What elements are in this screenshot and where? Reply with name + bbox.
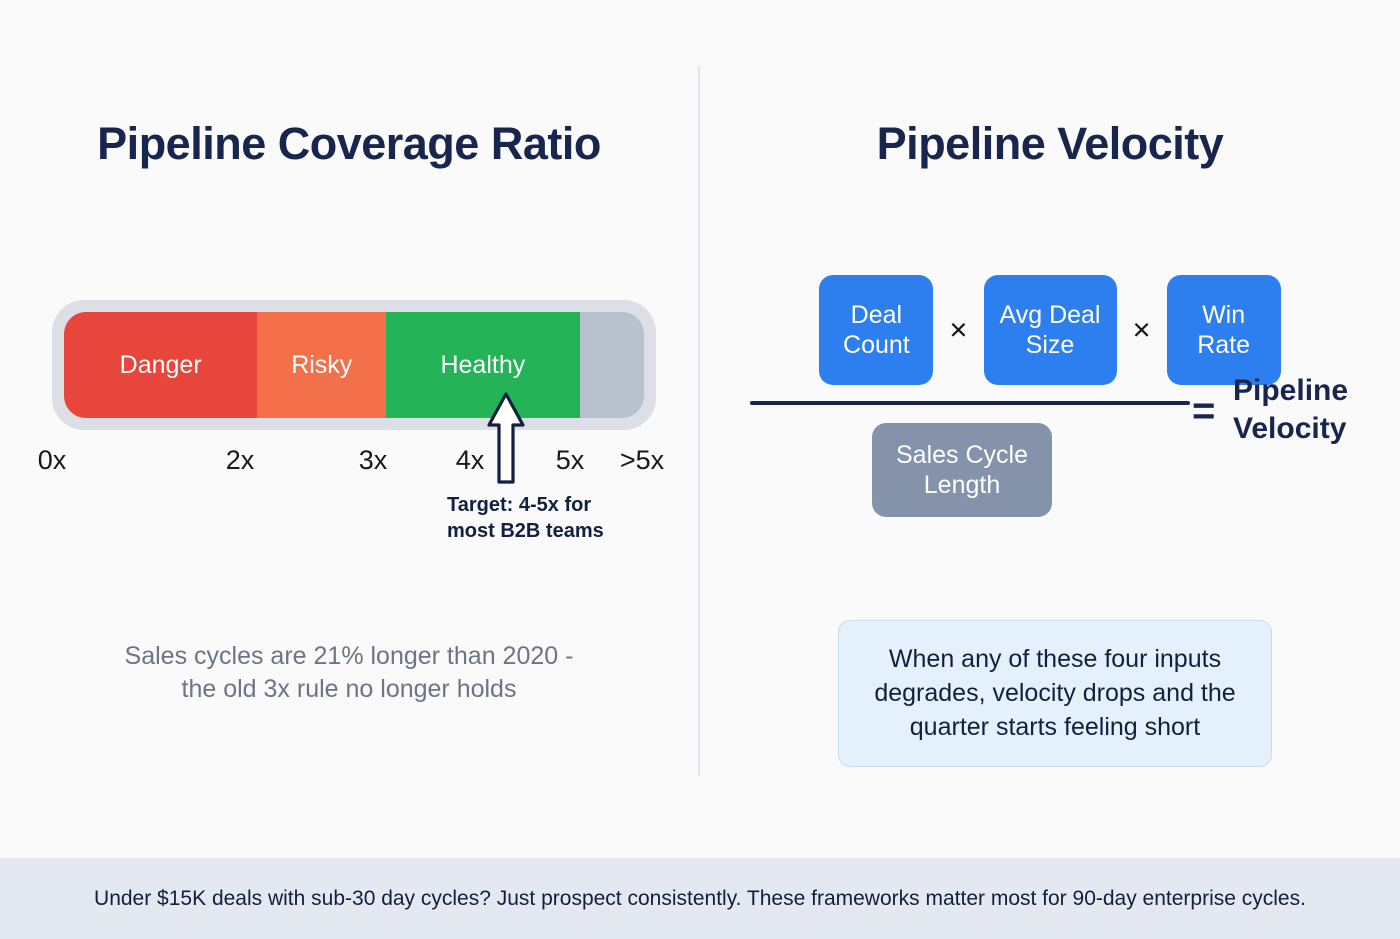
tick-4x: 4x: [455, 445, 485, 475]
factor-sales-cycle-length-line2: Length: [923, 471, 1001, 499]
footer-text: Under $15K deals with sub-30 day cycles?…: [94, 886, 1306, 910]
multiply-operator-2: ×: [1132, 312, 1151, 347]
bar-segment-danger: Danger: [64, 312, 258, 418]
coverage-note-line2: the old 3x rule no longer holds: [181, 674, 517, 703]
tick-2x: 2x: [225, 445, 255, 475]
factor-avg-deal-size: Avg Deal Size: [983, 275, 1117, 385]
bar-segment-healthy-label: Healthy: [440, 350, 526, 379]
bar-segment-danger-label: Danger: [119, 350, 202, 379]
formula-result: Pipeline Velocity: [1233, 372, 1348, 447]
factor-win-rate-line2: Rate: [1197, 331, 1251, 359]
footer-banner: Under $15K deals with sub-30 day cycles?…: [0, 858, 1400, 939]
velocity-formula: Deal Count × Avg Deal Size × Win Rate: [740, 275, 1360, 517]
velocity-callout: When any of these four inputs degrades, …: [838, 620, 1272, 768]
formula-denominator: Sales Cycle Length: [740, 405, 1360, 517]
formula-numerator: Deal Count × Avg Deal Size × Win Rate: [740, 275, 1360, 385]
factor-win-rate-line1: Win: [1202, 301, 1246, 329]
tick-5x: 5x: [555, 445, 585, 475]
coverage-bar-frame: Danger Risky Healthy: [52, 300, 656, 430]
coverage-bar-track: Danger Risky Healthy: [64, 312, 644, 418]
velocity-panel-title: Pipeline Velocity: [876, 118, 1224, 169]
coverage-panel-title: Pipeline Coverage Ratio: [97, 118, 601, 169]
factor-deal-count-line2: Count: [843, 331, 910, 359]
bar-segment-above-five: [579, 312, 644, 418]
formula-result-line2: Velocity: [1233, 411, 1347, 445]
coverage-note-line1: Sales cycles are 21% longer than 2020 -: [124, 642, 574, 670]
factor-avg-deal-size-line1: Avg Deal: [999, 301, 1101, 329]
bar-segment-risky-label: Risky: [291, 350, 353, 379]
target-caption-line1: Target: 4-5x for: [447, 494, 592, 516]
bar-segment-healthy: Healthy: [386, 312, 580, 418]
fraction-bar: [750, 401, 1190, 405]
multiply-operator-1: ×: [949, 312, 968, 347]
factor-avg-deal-size-line2: Size: [1025, 331, 1075, 359]
panel-divider: [698, 66, 700, 776]
coverage-tick-axis: 0x 2x 3x 4x 5x >5x: [0, 445, 698, 485]
tick-3x: 3x: [358, 445, 388, 475]
tick-0x: 0x: [37, 445, 67, 475]
factor-deal-count-line1: Deal: [850, 301, 903, 329]
coverage-note: Sales cycles are 21% longer than 2020 - …: [49, 640, 649, 705]
target-arrow-icon: [487, 392, 525, 484]
formula-result-line1: Pipeline: [1233, 374, 1349, 407]
equals-sign: =: [1192, 389, 1216, 433]
factor-win-rate: Win Rate: [1166, 275, 1281, 385]
coverage-bar: Danger Risky Healthy: [52, 300, 656, 430]
factor-sales-cycle-length-line1: Sales Cycle: [896, 441, 1028, 469]
factor-sales-cycle-length: Sales Cycle Length: [872, 423, 1052, 517]
target-caption-line2: most B2B teams: [447, 520, 604, 543]
factor-deal-count: Deal Count: [819, 275, 934, 385]
target-caption: Target: 4-5x for most B2B teams: [447, 492, 747, 545]
tick-above-5x: >5x: [619, 445, 665, 475]
bar-segment-risky: Risky: [257, 312, 387, 418]
